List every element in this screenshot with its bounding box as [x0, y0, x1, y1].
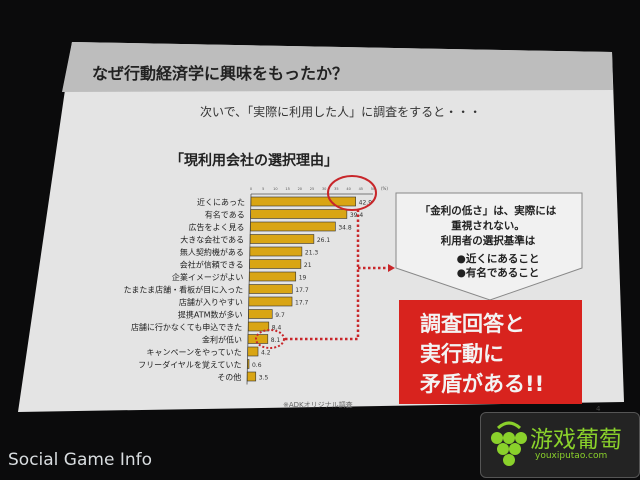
- x-tick-label: 25: [310, 187, 314, 191]
- slide-header-band: [62, 42, 613, 92]
- x-tick-label: 0: [250, 187, 252, 191]
- slide-subtitle: 次いで、「実際に利用した人」に調査をすると・・・: [200, 105, 482, 119]
- value-label: 42.9: [359, 200, 373, 207]
- bar: [248, 321, 270, 332]
- value-label: 0.6: [252, 362, 262, 369]
- category-label: 提携ATM数が多い: [178, 310, 243, 320]
- highlight-dotted-circle: [255, 329, 285, 349]
- category-label: キャンペーンをやっていた: [147, 348, 242, 357]
- watermark-url: youxiputao.com: [535, 451, 608, 461]
- value-label: 19: [299, 275, 307, 282]
- value-label: 3.5: [259, 375, 269, 382]
- slide-title: なぜ行動経済学に興味をもったか？: [92, 64, 349, 83]
- value-label: 21: [304, 262, 312, 269]
- value-label: 21.3: [305, 250, 319, 257]
- category-label: 有名である: [205, 210, 245, 220]
- conclusion-line: 調査回答と: [420, 312, 525, 336]
- bar: [248, 309, 273, 319]
- callout-bullet: ●有名であること: [456, 267, 540, 279]
- x-tick-label: 15: [285, 187, 289, 191]
- x-tick-label: 35: [334, 187, 338, 191]
- category-label: 店舗に行かなくても申込できた: [131, 322, 242, 332]
- bar: [248, 296, 293, 307]
- value-label: 8.4: [272, 325, 282, 332]
- category-label: フリーダイヤルを覚えていた: [138, 360, 241, 370]
- conclusion-box: [399, 300, 582, 404]
- category-label: 企業イメージがよい: [172, 272, 243, 282]
- bar: [249, 259, 302, 269]
- category-label: その他: [217, 372, 241, 382]
- bar: [249, 234, 315, 244]
- arrowhead-icon: [388, 264, 395, 272]
- conclusion-line: 矛盾がある!!: [420, 372, 545, 396]
- x-tick-label: 40: [346, 187, 350, 191]
- watermark-cn: 游戏葡萄: [530, 427, 622, 453]
- value-label: 39.4: [350, 212, 364, 219]
- bar: [246, 371, 257, 382]
- callout-line: 「金利の低さ」は、実際には: [419, 205, 557, 217]
- value-label: 4.2: [261, 350, 271, 357]
- callout-line: 重視されない。: [451, 220, 525, 232]
- watermark-social-game-info: Social Game Info: [8, 450, 152, 470]
- category-label: 広告をよく見る: [188, 222, 244, 232]
- bar: [250, 209, 348, 219]
- source-note: ※ADKオリジナル調査: [283, 401, 353, 409]
- x-tick-label: 20: [298, 187, 302, 191]
- bar: [248, 284, 293, 294]
- grape-logo-icon: [491, 421, 527, 466]
- x-tick-label: 50: [371, 187, 375, 191]
- category-label: 金利が低い: [202, 335, 242, 345]
- x-tick-label: 5: [262, 187, 264, 191]
- category-label: 大きな会社である: [180, 235, 244, 245]
- value-label: 26.1: [317, 237, 331, 244]
- category-label: 店舗が入りやすい: [179, 297, 243, 307]
- highlight-circle: [327, 175, 377, 211]
- bar: [250, 196, 356, 207]
- bar: [247, 346, 259, 357]
- category-label: 近くにあった: [197, 197, 245, 207]
- value-label: 17.7: [295, 287, 309, 294]
- category-label: たまたま店舗・看板が目に入った: [124, 285, 244, 295]
- bar: [250, 221, 336, 232]
- chart-title: 「現利用会社の選択理由」: [170, 153, 338, 169]
- callout-arrow-box: [395, 192, 583, 301]
- value-label: 17.7: [295, 300, 309, 307]
- callout-bullet: ●近くにあること: [456, 253, 540, 265]
- x-unit-label: (%): [381, 186, 388, 191]
- bar: [247, 359, 250, 369]
- bar: [249, 271, 297, 282]
- category-label: 会社が信頼できる: [180, 260, 244, 270]
- x-tick-label: 45: [359, 187, 363, 191]
- category-label: 無人契約機がある: [180, 247, 244, 257]
- bar: [249, 246, 303, 257]
- value-label: 34.8: [338, 225, 352, 232]
- page-number: 4: [596, 405, 601, 413]
- callout-line: 利用者の選択基準は: [440, 235, 536, 247]
- value-label: 8.1: [271, 337, 281, 344]
- conclusion-line: 実行動に: [420, 342, 504, 366]
- x-tick-label: 10: [273, 187, 277, 191]
- value-label: 9.7: [275, 312, 285, 319]
- x-tick-label: 30: [322, 187, 326, 191]
